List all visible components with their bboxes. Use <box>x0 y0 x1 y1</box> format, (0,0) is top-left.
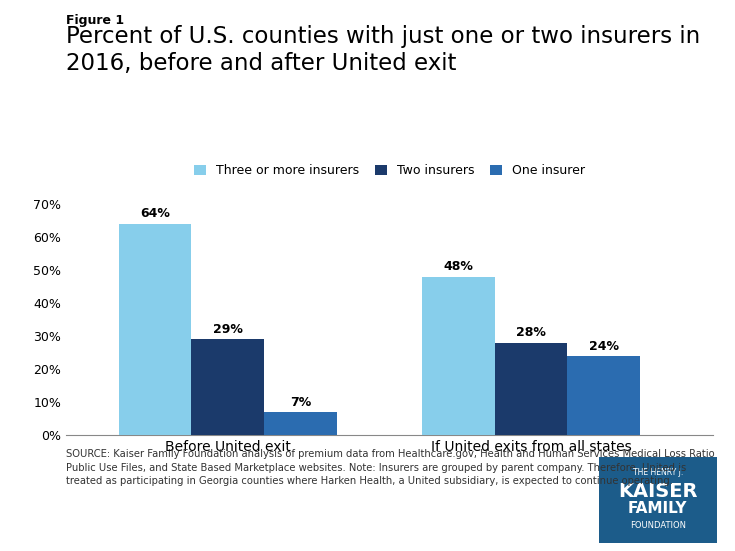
Bar <box>422 277 495 435</box>
Text: FOUNDATION: FOUNDATION <box>630 521 686 530</box>
Text: 24%: 24% <box>589 339 619 353</box>
Text: 29%: 29% <box>213 323 243 336</box>
Text: KAISER: KAISER <box>618 482 698 501</box>
Text: 28%: 28% <box>516 326 546 339</box>
Text: SOURCE: Kaiser Family Foundation analysis of premium data from Healthcare.gov, H: SOURCE: Kaiser Family Foundation analysi… <box>66 449 714 487</box>
Bar <box>118 224 191 435</box>
Bar <box>495 343 567 435</box>
Bar <box>191 339 264 435</box>
Text: Percent of U.S. counties with just one or two insurers in
2016, before and after: Percent of U.S. counties with just one o… <box>66 25 700 75</box>
Text: FAMILY: FAMILY <box>628 501 687 516</box>
Bar <box>265 412 337 435</box>
Text: 64%: 64% <box>140 207 170 220</box>
Text: 48%: 48% <box>443 260 473 273</box>
Text: Figure 1: Figure 1 <box>66 14 124 27</box>
Legend: Three or more insurers, Two insurers, One insurer: Three or more insurers, Two insurers, On… <box>189 159 590 182</box>
Text: 7%: 7% <box>290 396 311 409</box>
Bar <box>567 356 640 435</box>
Text: THE HENRY J.: THE HENRY J. <box>633 468 683 477</box>
